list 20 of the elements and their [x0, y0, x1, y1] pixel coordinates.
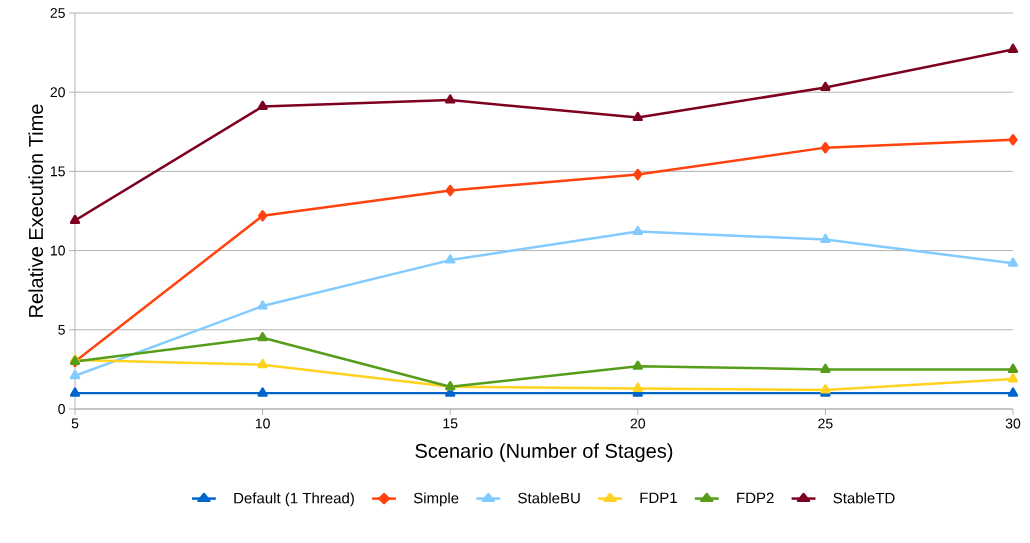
y-tick-label: 0	[58, 404, 65, 414]
y-tick-label: 20	[50, 87, 65, 98]
y-tick-label: 25	[50, 8, 65, 18]
y-tick-label: 5	[58, 324, 65, 335]
legend-label: FDP1	[640, 492, 677, 503]
legend-label: StableBU	[518, 492, 580, 504]
legend-label: StableTD	[833, 492, 895, 504]
x-axis-title: Scenario (Number of Stages)	[415, 443, 673, 462]
legend-label: Simple	[413, 492, 459, 507]
x-tick-label: 10	[255, 418, 270, 429]
y-tick-label: 10	[50, 245, 65, 256]
y-tick-label: 15	[50, 166, 65, 177]
x-tick-label: 20	[630, 418, 646, 429]
x-tick-label: 5	[71, 418, 79, 429]
legend-label: FDP2	[737, 492, 774, 504]
y-axis-title: Relative Execution Time	[28, 104, 44, 317]
x-tick-label: 25	[818, 418, 833, 429]
x-tick-label: 30	[1005, 418, 1021, 429]
x-tick-label: 15	[443, 418, 458, 429]
legend-label: Default (1 Thread)	[234, 492, 354, 507]
